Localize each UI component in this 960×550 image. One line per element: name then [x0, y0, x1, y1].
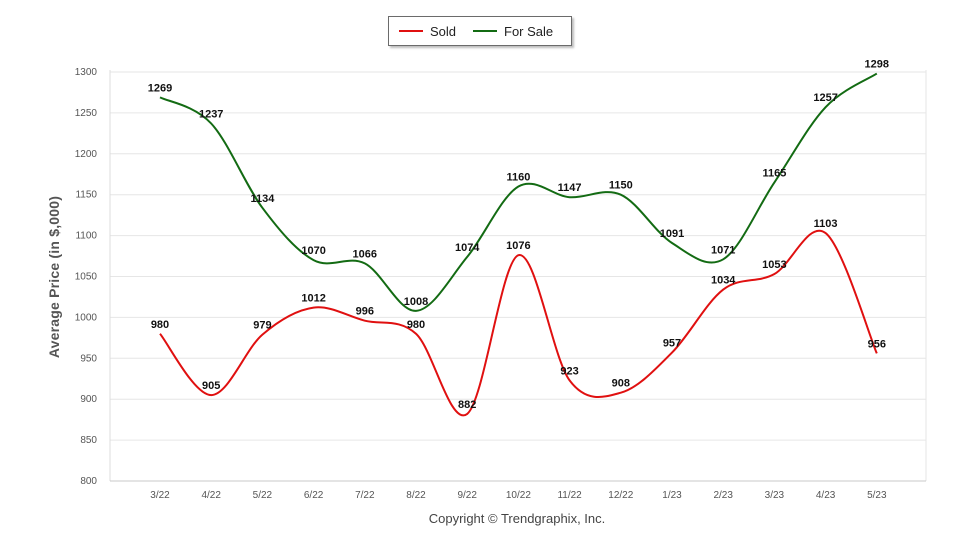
legend-label-sold: Sold: [430, 23, 457, 39]
data-label-sold-11-22: 923: [560, 365, 578, 377]
data-label-sold-7-22: 996: [356, 306, 374, 318]
legend-item-sold[interactable]: Sold: [399, 17, 456, 45]
y-tick-label-1200: 1200: [75, 149, 98, 160]
y-tick-label-850: 850: [80, 435, 97, 446]
axes: [109, 70, 927, 482]
legend-label-for-sale: For Sale: [504, 23, 554, 39]
x-tick-label-1-23: 1/23: [662, 490, 682, 501]
series-line-sold: [159, 229, 878, 417]
data-label-sold-5-23: 956: [868, 338, 886, 350]
data-label-for-sale-11-22: 1147: [558, 182, 582, 194]
data-label-for-sale-10-22: 1160: [506, 172, 530, 184]
data-label-sold-3-22: 980: [151, 319, 169, 331]
data-label-for-sale-1-23: 1091: [660, 228, 684, 240]
data-label-sold-3-23: 1053: [762, 259, 786, 271]
data-label-for-sale-3-22: 1269: [148, 82, 172, 94]
legend-swatch-for-sale: [473, 30, 497, 32]
y-tick-label-800: 800: [80, 476, 97, 487]
legend: Sold For Sale: [388, 16, 572, 46]
x-tick-label-3-23: 3/23: [765, 490, 785, 501]
y-tick-label-1050: 1050: [75, 272, 98, 283]
x-tick-label-5-23: 5/23: [867, 490, 887, 501]
legend-swatch-sold: [399, 30, 423, 32]
y-tick-label-1250: 1250: [75, 108, 98, 119]
y-axis-title: Average Price (in $,000): [46, 195, 62, 359]
y-tick-label-1000: 1000: [75, 312, 98, 323]
data-label-sold-6-22: 1012: [301, 293, 325, 305]
x-tick-labels: 3/22 4/22 5/22 6/22 7/22 8/22 9/22 10/22 11/22 12…: [150, 490, 887, 501]
legend-item-for-sale[interactable]: For Sale: [473, 17, 553, 45]
gridlines: [110, 71, 926, 482]
series-line-for-sale: [159, 72, 878, 312]
x-tick-label-4-23: 4/23: [816, 490, 836, 501]
data-label-sold-4-22: 905: [202, 380, 220, 392]
y-tick-label-1100: 1100: [75, 231, 97, 242]
x-tick-label-10-22: 10/22: [506, 490, 531, 501]
copyright-text: Copyright © Trendgraphix, Inc.: [428, 511, 606, 526]
x-tick-label-9-22: 9/22: [457, 490, 477, 501]
y-tick-labels: 800 850 900 950 1000 1050 1100 1150 1200 1250 1300: [75, 67, 98, 487]
y-tick-label-1300: 1300: [75, 67, 98, 78]
x-tick-label-7-22: 7/22: [355, 490, 375, 501]
x-tick-label-8-22: 8/22: [406, 490, 426, 501]
x-tick-label-2-23: 2/23: [713, 490, 733, 501]
data-label-for-sale-5-23: 1298: [865, 59, 889, 71]
x-tick-label-5-22: 5/22: [253, 490, 273, 501]
data-label-sold-8-22: 980: [407, 319, 425, 331]
data-label-for-sale-2-23: 1071: [711, 244, 735, 256]
data-label-sold-10-22: 1076: [506, 240, 530, 252]
data-label-for-sale-9-22: 1074: [455, 242, 480, 254]
data-label-sold-5-22: 979: [253, 320, 271, 332]
data-label-for-sale-12-22: 1150: [609, 180, 633, 192]
data-label-for-sale-4-23: 1257: [813, 92, 837, 104]
data-label-for-sale-5-22: 1134: [250, 193, 275, 205]
y-tick-label-1150: 1150: [75, 190, 97, 201]
data-label-for-sale-8-22: 1008: [404, 296, 428, 308]
x-tick-label-4-22: 4/22: [201, 490, 221, 501]
data-label-sold-1-23: 957: [663, 338, 681, 350]
data-label-for-sale-4-22: 1237: [199, 109, 223, 121]
x-tick-label-3-22: 3/22: [150, 490, 170, 501]
data-label-sold-4-23: 1103: [814, 218, 838, 230]
data-label-sold-12-22: 908: [612, 378, 630, 390]
series-lines: [159, 72, 878, 417]
x-tick-label-12-22: 12/22: [608, 490, 633, 501]
data-label-sold-2-23: 1034: [711, 275, 736, 287]
x-tick-label-6-22: 6/22: [304, 490, 324, 501]
data-label-for-sale-7-22: 1066: [353, 248, 377, 260]
data-label-sold-9-22: 882: [458, 399, 476, 411]
data-label-for-sale-3-23: 1165: [762, 167, 786, 179]
y-tick-label-950: 950: [80, 353, 97, 364]
data-labels: 980 905 979 1012 996 980 882 1076 923 908 957 1034 1…: [148, 59, 889, 411]
data-label-for-sale-6-22: 1070: [301, 245, 325, 257]
y-tick-label-900: 900: [80, 394, 97, 405]
x-tick-label-11-22: 11/22: [557, 490, 582, 501]
